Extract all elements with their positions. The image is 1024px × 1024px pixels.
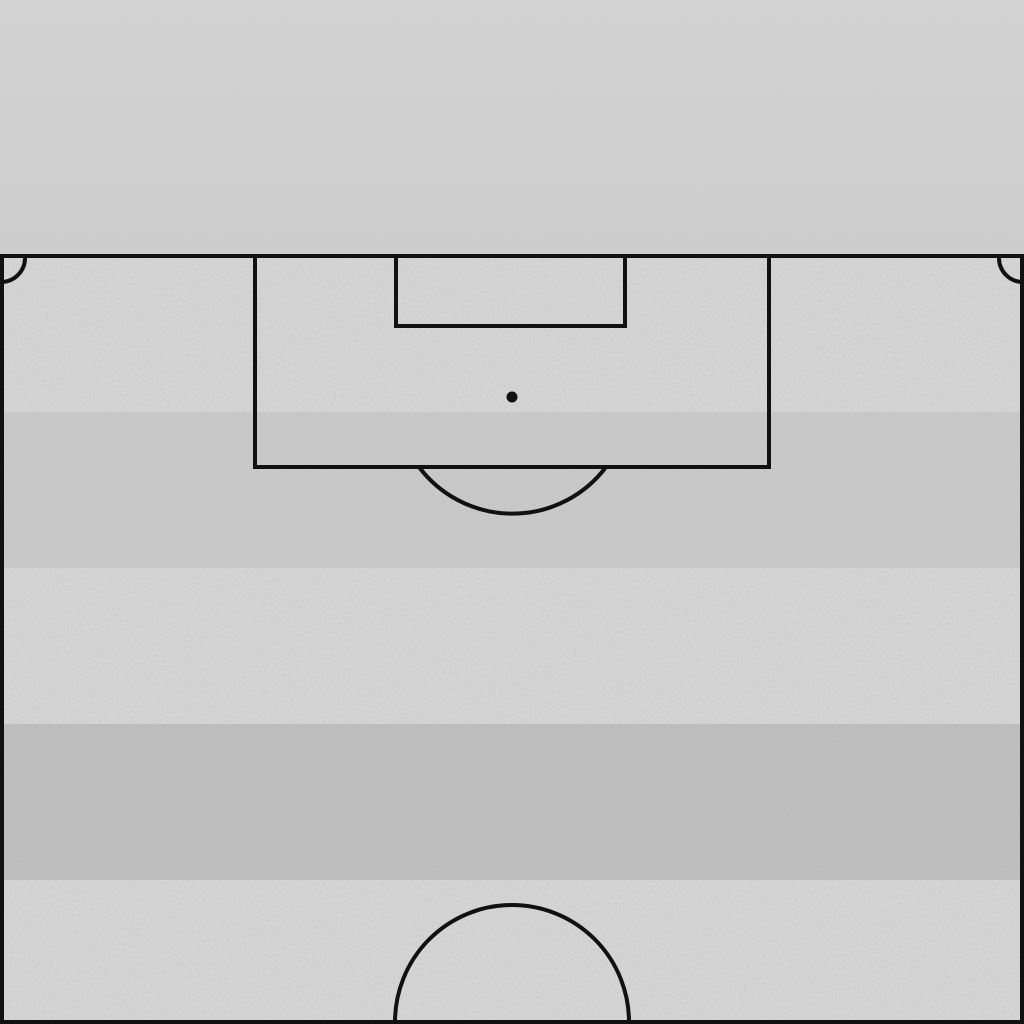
penalty-arc bbox=[417, 465, 608, 516]
corner-arc-left bbox=[1, 257, 28, 284]
turf-texture bbox=[0, 256, 1024, 1024]
goal-area bbox=[394, 254, 627, 328]
center-circle bbox=[393, 903, 631, 1023]
corner-arc-right bbox=[996, 257, 1023, 284]
pitch-markings bbox=[0, 254, 1024, 1024]
background-sky-texture bbox=[0, 0, 1024, 256]
penalty-spot bbox=[506, 391, 518, 403]
